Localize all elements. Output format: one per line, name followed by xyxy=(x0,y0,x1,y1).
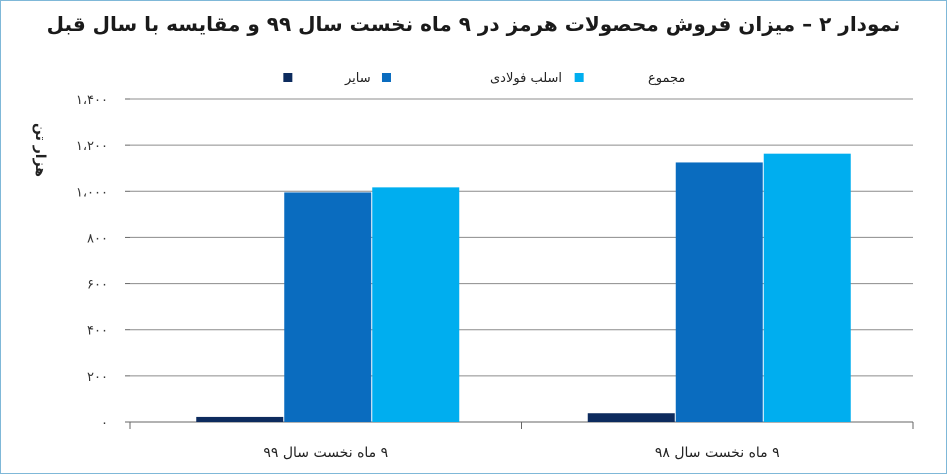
y-tick-label: ۰ xyxy=(101,416,108,431)
y-tick-label: ۲۰۰ xyxy=(87,370,108,385)
y-axis-label: هزار تن xyxy=(32,123,48,177)
bar xyxy=(372,187,460,422)
bar xyxy=(763,153,851,422)
legend-label: مجموع xyxy=(648,71,685,86)
bar xyxy=(196,416,284,422)
x-category-label: ۹ ماه نخست سال ۹۸ xyxy=(655,445,780,461)
bar xyxy=(675,162,763,423)
bar xyxy=(587,413,675,422)
x-category-label: ۹ ماه نخست سال ۹۹ xyxy=(263,445,388,461)
legend-swatch xyxy=(381,73,391,82)
y-tick-label: ۱،۲۰۰ xyxy=(76,139,108,154)
y-tick-label: ۸۰۰ xyxy=(87,231,108,246)
legend-swatch xyxy=(574,73,584,82)
y-tick-label: ۱،۴۰۰ xyxy=(76,93,108,108)
legend-swatch xyxy=(283,73,293,82)
bar xyxy=(284,192,372,422)
legend-label: اسلب فولادی xyxy=(490,71,562,86)
y-tick-label: ۱،۰۰۰ xyxy=(76,185,108,200)
y-tick-label: ۴۰۰ xyxy=(87,324,108,339)
legend-label: سایر xyxy=(344,71,371,86)
y-tick-label: ۶۰۰ xyxy=(87,278,108,293)
chart-title: نمودار ۲ – میزان فروش محصولات هرمز در ۹ … xyxy=(46,12,901,36)
